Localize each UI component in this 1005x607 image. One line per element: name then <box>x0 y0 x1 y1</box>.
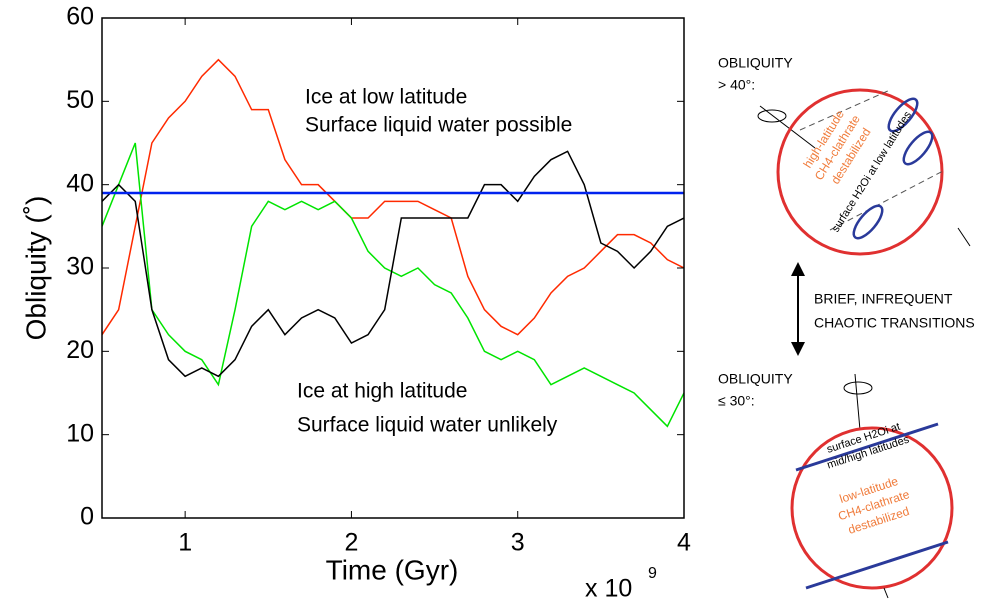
latitude-band <box>795 422 939 472</box>
y-axis-label: Obliquity (˚) <box>20 196 51 341</box>
y-tick-label: 60 <box>66 3 94 31</box>
series-line <box>102 58 684 336</box>
planet <box>790 426 954 590</box>
spin-icon <box>843 381 873 395</box>
planet <box>776 88 944 256</box>
x-axis-label: Time (Gyr) <box>326 554 459 585</box>
y-tick-label: 0 <box>80 503 94 531</box>
diagram-heading: OBLIQUITY <box>718 371 793 387</box>
diagram-heading: OBLIQUITY <box>718 55 793 71</box>
y-tick-label: 20 <box>66 336 94 364</box>
axis-line <box>883 587 889 599</box>
annotation: Ice at low latitude <box>305 86 467 109</box>
annotation: Surface liquid water unlikely <box>297 414 558 437</box>
x-tick-label: 1 <box>178 529 192 557</box>
arrow-head <box>791 342 805 356</box>
transition-text: CHAOTIC TRANSITIONS <box>814 315 975 331</box>
plot-lines <box>102 58 684 428</box>
diagram-condition: ≤ 30°: <box>718 393 755 409</box>
x-multiplier-exponent: 9 <box>648 565 657 582</box>
transition-text: BRIEF, INFREQUENT <box>814 291 953 307</box>
y-tick-label: 50 <box>66 86 94 114</box>
ice-patch <box>852 204 884 240</box>
x-multiplier: x 10 <box>585 575 632 602</box>
x-tick-label: 2 <box>344 529 358 557</box>
axis-line <box>854 373 861 431</box>
annotation: Ice at high latitude <box>297 380 467 403</box>
axis-line <box>957 227 971 247</box>
series-line <box>102 142 684 428</box>
y-tick-label: 40 <box>66 169 94 197</box>
annotation: Surface liquid water possible <box>305 114 572 137</box>
x-tick-label: 3 <box>511 529 525 557</box>
ice-patch <box>887 97 919 133</box>
x-tick-label: 4 <box>677 529 691 557</box>
latitude-band <box>805 540 949 590</box>
ice-patch <box>902 130 934 166</box>
arrow-head <box>791 262 805 276</box>
series-line <box>102 150 684 378</box>
y-tick-label: 10 <box>66 419 94 447</box>
y-tick-label: 30 <box>66 253 94 281</box>
latitude-line <box>799 89 891 131</box>
diagram-condition: > 40°: <box>718 77 755 93</box>
spin-icon <box>757 109 787 123</box>
latitude-line <box>829 169 946 231</box>
axis-line <box>759 105 816 149</box>
